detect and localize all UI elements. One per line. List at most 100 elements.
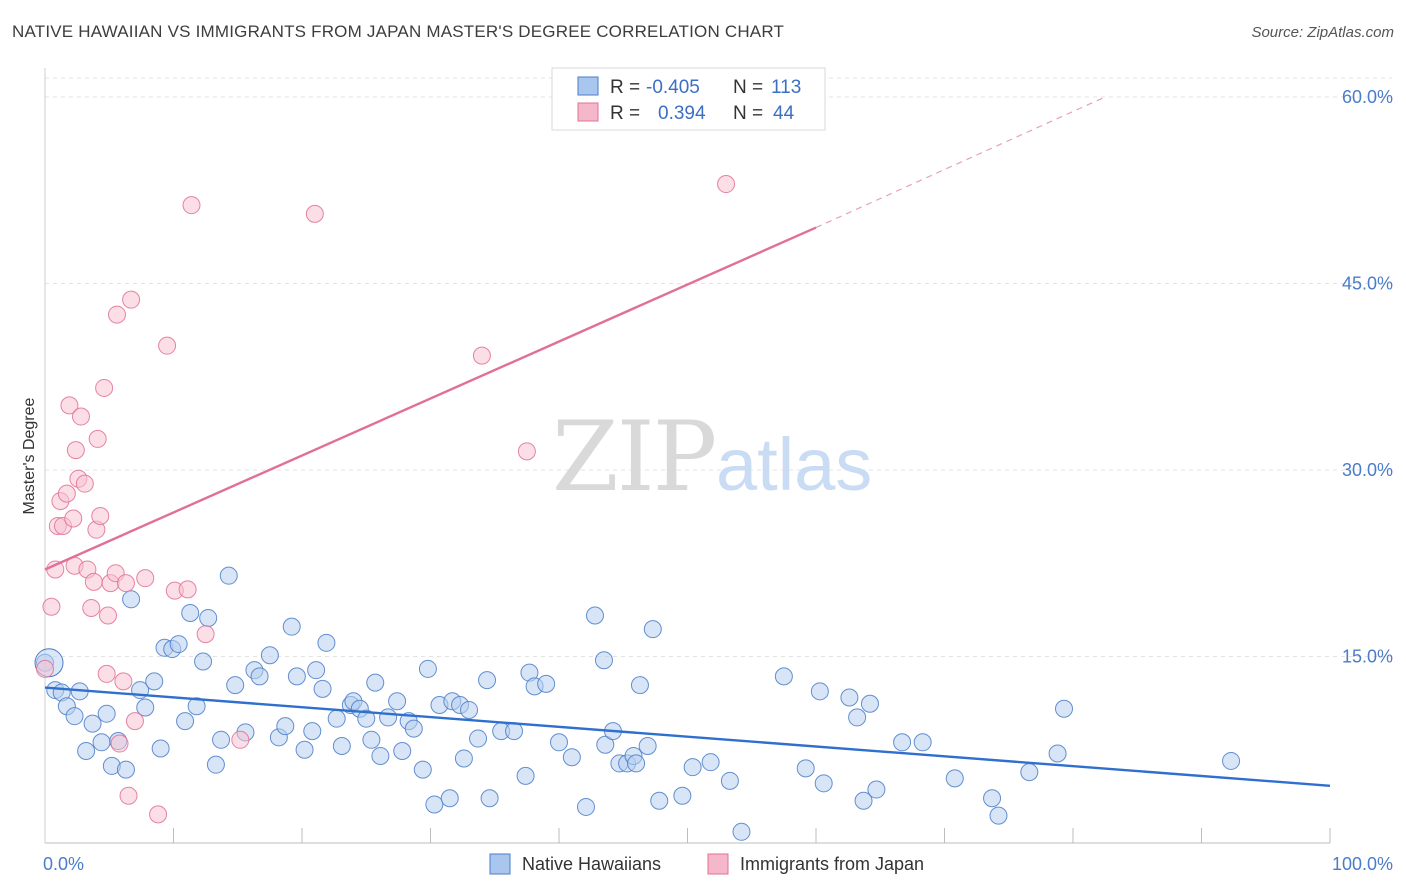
- y-tick-label-1: 30.0%: [1342, 460, 1393, 480]
- immigrants-from-japan-point-36: [178, 580, 197, 599]
- native-hawaiians-point-52: [388, 692, 407, 711]
- immigrants-from-japan-point-38: [196, 625, 215, 644]
- native-hawaiians-point-107: [1055, 699, 1074, 718]
- native-hawaiians-point-7: [83, 714, 102, 733]
- native-hawaiians-point-110: [460, 700, 479, 719]
- native-hawaiians-point-82: [630, 676, 649, 695]
- native-hawaiians-point-108: [1222, 751, 1241, 770]
- native-hawaiians-point-48: [362, 730, 381, 749]
- y-tick-label-3: 60.0%: [1342, 87, 1393, 107]
- immigrants-from-japan-point-7: [60, 396, 79, 415]
- native-hawaiians-point-103: [983, 789, 1002, 808]
- legend-r-label-2: R =: [610, 103, 640, 124]
- y-tick-labels: 15.0% 30.0% 45.0% 60.0%: [1342, 87, 1393, 667]
- native-hawaiians-point-4: [65, 707, 84, 726]
- legend-n-value-2: 44: [773, 103, 795, 124]
- immigrants-from-japan-point-20: [95, 378, 114, 397]
- native-hawaiians-point-96: [848, 708, 867, 727]
- native-hawaiians-point-55: [404, 719, 423, 738]
- native-hawaiians-point-109: [357, 709, 376, 728]
- native-hawaiians-point-102: [945, 769, 964, 788]
- legend-r-label-1: R =: [610, 77, 640, 98]
- native-hawaiians-point-60: [440, 789, 459, 808]
- immigrants-from-japan-point-25: [107, 305, 126, 324]
- native-hawaiians-point-29: [226, 676, 245, 695]
- series-legend: Native Hawaiians Immigrants from Japan: [489, 853, 924, 875]
- immigrants-from-japan-point-12: [71, 407, 90, 426]
- x-tick-label-1: 100.0%: [1332, 854, 1393, 874]
- immigrants-from-japan-point-32: [136, 569, 155, 588]
- native-hawaiians-point-40: [307, 661, 326, 680]
- native-hawaiians-point-76: [594, 651, 613, 670]
- series-native-hawaiians: [34, 566, 1241, 841]
- immigrants-from-japan-point-40: [305, 204, 324, 223]
- native-hawaiians-point-44: [332, 737, 351, 756]
- native-hawaiians-point-42: [317, 633, 336, 652]
- immigrants-from-japan-point-31: [125, 712, 144, 731]
- native-hawaiians-point-91: [774, 667, 793, 686]
- native-hawaiians-point-77: [596, 735, 615, 754]
- native-hawaiians-point-37: [287, 667, 306, 686]
- native-hawaiians-point-88: [701, 753, 720, 772]
- native-hawaiians-point-32: [250, 667, 269, 686]
- immigrants-from-japan-point-6: [57, 484, 76, 503]
- native-hawaiians-point-64: [469, 729, 488, 748]
- native-hawaiians-point-38: [295, 740, 314, 759]
- immigrants-from-japan-point-39: [231, 730, 250, 749]
- immigrants-from-japan-point-26: [110, 734, 129, 753]
- immigrants-from-japan-point-29: [119, 786, 138, 805]
- x-tick-label-0: 0.0%: [43, 854, 84, 874]
- native-hawaiians-point-106: [1048, 744, 1067, 763]
- native-hawaiians-point-25: [199, 608, 218, 627]
- native-hawaiians-point-16: [145, 672, 164, 691]
- source-label: Source: ZipAtlas.com: [1251, 24, 1394, 41]
- native-hawaiians-point-26: [206, 755, 225, 774]
- grid-lines: [45, 77, 1392, 657]
- watermark-atlas: atlas: [716, 423, 872, 506]
- native-hawaiians-point-20: [169, 635, 188, 654]
- native-hawaiians-point-43: [327, 709, 346, 728]
- native-hawaiians-point-97: [854, 791, 873, 810]
- native-hawaiians-point-66: [480, 789, 499, 808]
- immigrants-from-japan-point-37: [182, 196, 201, 215]
- native-hawaiians-point-65: [478, 671, 497, 690]
- native-hawaiians-point-111: [627, 754, 646, 773]
- native-hawaiians-point-101: [913, 733, 932, 752]
- immigrants-from-japan-point-34: [158, 336, 177, 355]
- immigrants-from-japan-point-16: [84, 572, 103, 591]
- native-hawaiians-point-75: [585, 606, 604, 625]
- native-hawaiians-point-49: [366, 673, 385, 692]
- native-hawaiians-point-58: [425, 795, 444, 814]
- legend-swatch-pink: [577, 102, 599, 122]
- native-hawaiians-point-85: [650, 791, 669, 810]
- legend-n-value-1: 113: [771, 77, 801, 98]
- native-hawaiians-point-105: [1020, 763, 1039, 782]
- native-hawaiians-point-57: [418, 659, 437, 678]
- immigrants-from-japan-point-42: [517, 442, 536, 461]
- y-axis-title: Master's Degree: [21, 397, 38, 514]
- native-hawaiians-point-51: [379, 708, 398, 727]
- legend-r-value-2: 0.394: [658, 103, 706, 124]
- legend-r-value-1: -0.405: [646, 77, 700, 98]
- native-hawaiians-point-15: [136, 698, 155, 717]
- x-tick-labels: 0.0% 100.0%: [43, 854, 1393, 874]
- immigrants-from-japan-point-28: [116, 574, 135, 593]
- native-hawaiians-point-86: [673, 786, 692, 805]
- native-hawaiians-point-6: [77, 741, 96, 760]
- y-tick-label-2: 45.0%: [1342, 274, 1393, 294]
- native-hawaiians-point-17: [151, 739, 170, 758]
- native-hawaiians-point-69: [516, 766, 535, 785]
- legend-swatch-blue: [577, 76, 599, 96]
- native-hawaiians-point-35: [276, 717, 295, 736]
- axes: [44, 68, 1331, 844]
- trend-line-native-hawaiians: [44, 686, 1331, 788]
- immigrants-from-japan-point-13: [75, 474, 94, 493]
- native-hawaiians-point-50: [371, 746, 390, 765]
- native-hawaiians-point-98: [860, 694, 879, 713]
- native-hawaiians-point-74: [576, 797, 595, 816]
- trend-lines: [44, 96, 1331, 788]
- native-hawaiians-point-21: [176, 712, 195, 731]
- legend-n-label-2: N =: [733, 103, 763, 124]
- native-hawaiians-point-90: [732, 822, 751, 841]
